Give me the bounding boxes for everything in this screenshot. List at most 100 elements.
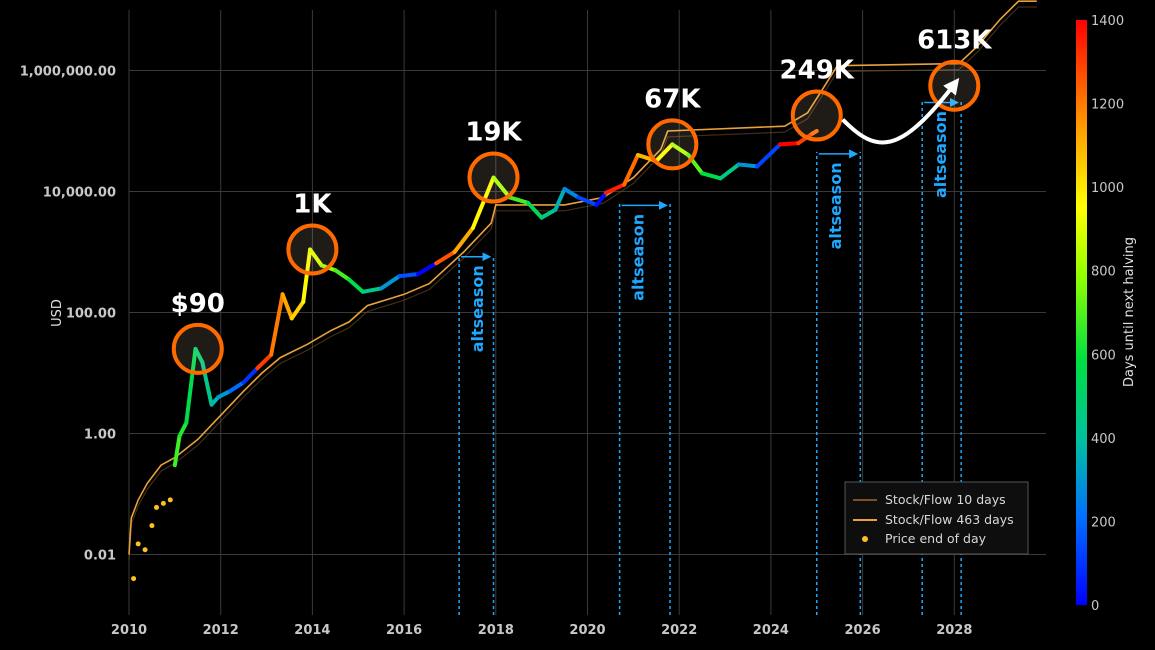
annotation-label: $90 <box>171 289 225 319</box>
price-series <box>131 129 819 582</box>
price-segment <box>778 141 801 147</box>
altseason-label: altseason <box>629 214 648 301</box>
stock-flow-10-line <box>128 6 1037 561</box>
price-segment <box>255 352 274 371</box>
y-tick-label: 0.01 <box>84 549 116 564</box>
y-tick-label: 1,000,000.00 <box>20 65 116 80</box>
price-segment <box>603 182 627 195</box>
annotation-label: 613K <box>917 26 992 56</box>
price-segment <box>216 389 232 400</box>
x-tick-label: 2018 <box>478 623 514 638</box>
x-tick-label: 2022 <box>661 623 697 638</box>
price-segment <box>333 268 352 282</box>
legend-label-sf463: Stock/Flow 463 days <box>885 512 1014 527</box>
price-segment <box>491 175 512 200</box>
price-segment <box>301 247 313 304</box>
x-tick-label: 2024 <box>753 623 789 638</box>
colorbar-tick-label: 400 <box>1091 432 1116 447</box>
y-tick-label: 1.00 <box>84 428 116 443</box>
price-point <box>160 500 166 506</box>
colorbar-tick-label: 0 <box>1091 599 1099 614</box>
annotation-circles: $90 1K 19K 67K 249K 613K <box>171 26 992 375</box>
price-segment <box>241 366 260 385</box>
price-point <box>167 497 173 503</box>
legend-label-price: Price end of day <box>885 531 987 546</box>
colorbar-ticks: 0 200 400 600 800 1000 1200 1400 <box>1091 14 1124 614</box>
price-segment <box>755 142 783 169</box>
projection-arrow <box>841 77 960 145</box>
price-segment <box>227 380 246 394</box>
colorbar-tick-label: 600 <box>1091 348 1116 363</box>
price-point <box>131 576 137 582</box>
price-point <box>135 541 141 547</box>
y-tick-label: 100.00 <box>66 307 116 322</box>
legend: Stock/Flow 10 days Stock/Flow 463 days P… <box>844 481 1029 555</box>
legend-label-sf10: Stock/Flow 10 days <box>885 492 1006 507</box>
stock-flow-463-path <box>128 0 1037 555</box>
price-point <box>154 504 160 510</box>
stock-flow-463-line <box>128 0 1037 555</box>
price-segment <box>452 225 475 254</box>
annotation-label: 19K <box>465 118 522 148</box>
price-segment <box>177 420 189 439</box>
x-tick-label: 2016 <box>386 623 422 638</box>
price-segment <box>434 250 457 266</box>
annotation-circle <box>171 322 224 375</box>
colorbar-tick-label: 800 <box>1091 265 1116 280</box>
price-segment <box>347 277 365 294</box>
price-segment <box>594 190 608 207</box>
x-tick-label: 2028 <box>936 623 972 638</box>
price-segment <box>172 434 182 468</box>
annotation-circle <box>790 89 843 142</box>
legend-box <box>844 481 1029 555</box>
price-segment <box>470 175 496 230</box>
price-segment <box>576 195 599 207</box>
altseason-label: altseason <box>826 162 845 249</box>
price-segment <box>379 274 402 291</box>
x-tick-label: 2026 <box>845 623 881 638</box>
price-segment <box>308 247 324 268</box>
price-segment <box>622 153 640 187</box>
altseason-label: altseason <box>931 111 950 198</box>
price-segment <box>193 346 205 365</box>
annotation-label: 67K <box>644 84 701 114</box>
grid <box>128 10 1046 615</box>
price-point <box>142 547 148 553</box>
x-axis-ticks: 2010 2012 2014 2016 2018 2020 2022 2024 2026 2028 <box>111 623 972 638</box>
x-tick-label: 2010 <box>111 623 147 638</box>
price-segment <box>553 186 567 212</box>
colorbar-tick-label: 1200 <box>1091 98 1124 113</box>
price-segment <box>736 162 760 169</box>
annotation-circle <box>646 118 699 171</box>
price-segment <box>415 261 439 277</box>
price-segment <box>397 272 420 279</box>
annotation-circle <box>286 223 339 276</box>
price-point <box>149 523 155 529</box>
price-segment <box>507 195 530 205</box>
annotation-label: 249K <box>780 56 855 86</box>
stock-flow-10-path <box>128 6 1037 561</box>
y-axis-label: USD <box>50 299 65 327</box>
price-segment <box>810 129 819 136</box>
colorbar-tick-label: 1000 <box>1091 181 1124 196</box>
annotation-label: 1K <box>293 189 332 219</box>
price-segment <box>700 171 723 181</box>
price-segment <box>562 186 581 200</box>
colorbar-tick-label: 200 <box>1091 515 1116 530</box>
x-tick-label: 2020 <box>569 623 605 638</box>
price-segment <box>525 200 544 220</box>
colorbar: 0 200 400 600 800 1000 1200 1400 Days until nex… <box>1076 14 1137 614</box>
price-segment <box>289 299 306 321</box>
price-segment <box>654 142 675 163</box>
y-axis-ticks: 0.01 1.00 100.00 10,000.00 1,000,000.00 <box>20 65 116 564</box>
x-tick-label: 2012 <box>203 623 239 638</box>
altseason-label: altseason <box>468 265 487 352</box>
colorbar-label: Days until next halving <box>1122 237 1137 387</box>
colorbar-tick-label: 1400 <box>1091 14 1124 29</box>
price-segment <box>280 292 294 321</box>
price-segment <box>200 360 214 407</box>
price-segment <box>360 286 384 294</box>
price-segment <box>670 142 691 158</box>
